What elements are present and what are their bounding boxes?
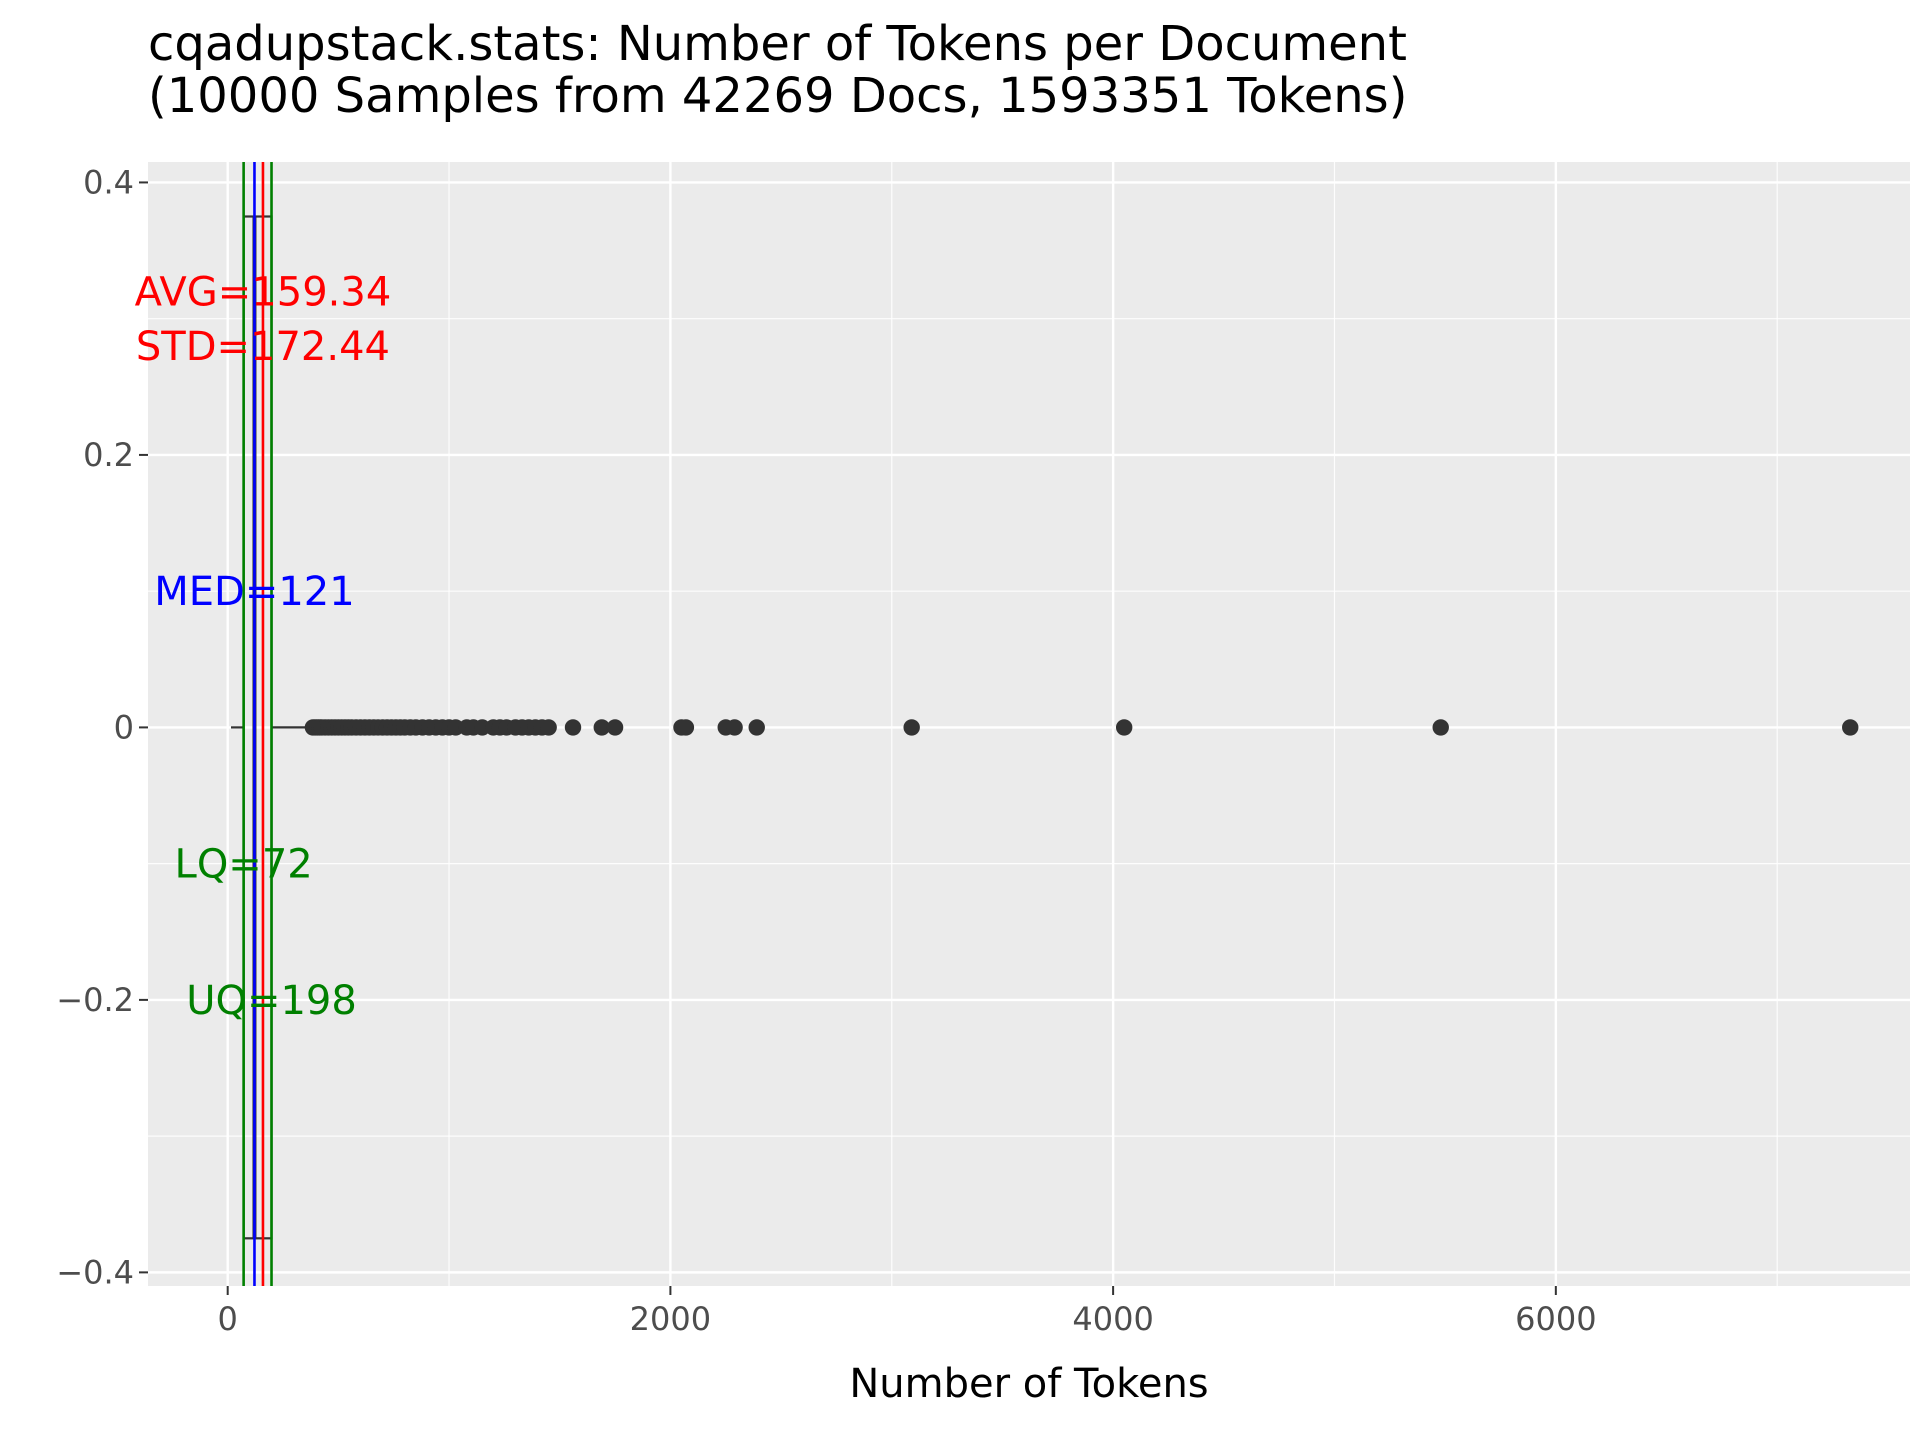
- chart-subtitle: (10000 Samples from 42269 Docs, 1593351 …: [148, 68, 1407, 124]
- outlier-point: [540, 719, 557, 736]
- annotation-label: UQ=198: [186, 978, 357, 1024]
- outlier-point: [1432, 719, 1449, 736]
- outlier-point: [593, 719, 610, 736]
- y-tick-label: 0: [114, 708, 134, 746]
- data-layer: [231, 162, 1859, 1286]
- outlier-point: [726, 719, 743, 736]
- y-axis: 0.4 0.2 0 −0.2 −0.4: [56, 163, 148, 1291]
- y-tick-label: 0.2: [83, 436, 134, 474]
- y-tick-label: −0.2: [56, 981, 134, 1019]
- annotation-label: STD=172.44: [136, 324, 390, 370]
- outlier-point: [1842, 719, 1859, 736]
- chart-title: cqadupstack.stats: Number of Tokens per …: [148, 16, 1407, 72]
- outlier-point: [564, 719, 582, 736]
- major-grid: [148, 162, 1910, 1286]
- x-axis: 0 2000 4000 6000: [218, 1286, 1597, 1338]
- outlier-point: [748, 719, 765, 736]
- outlier-point: [677, 719, 695, 736]
- y-tick-label: 0.4: [83, 163, 134, 201]
- x-tick-label: 4000: [1072, 1300, 1153, 1338]
- x-tick-label: 0: [218, 1300, 238, 1338]
- x-tick-label: 2000: [630, 1300, 711, 1338]
- outlier-point: [1115, 719, 1133, 736]
- outlier-point: [903, 719, 920, 736]
- annotation-label: LQ=72: [175, 842, 313, 888]
- outlier-point: [606, 719, 624, 736]
- y-tick-label: −0.4: [56, 1253, 134, 1291]
- annotation-label: AVG=159.34: [135, 269, 392, 315]
- annotation-layer: AVG=159.34 STD=172.44 MED=121 LQ=72 UQ=198: [135, 269, 392, 1023]
- x-tick-label: 6000: [1515, 1300, 1596, 1338]
- minor-grid: [148, 162, 1910, 1286]
- annotation-label: MED=121: [154, 569, 354, 615]
- x-axis-title: Number of Tokens: [849, 1361, 1208, 1407]
